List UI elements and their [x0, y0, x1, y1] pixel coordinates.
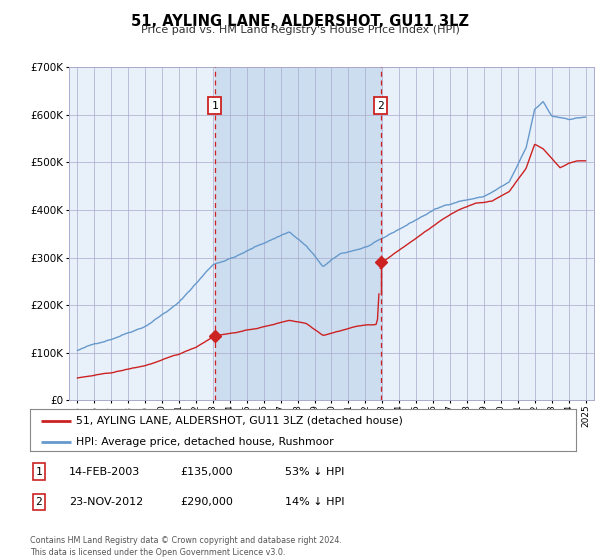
Text: £135,000: £135,000: [180, 466, 233, 477]
Text: 23-NOV-2012: 23-NOV-2012: [69, 497, 143, 507]
Text: 14-FEB-2003: 14-FEB-2003: [69, 466, 140, 477]
Text: 2: 2: [377, 100, 384, 110]
Text: 14% ↓ HPI: 14% ↓ HPI: [285, 497, 344, 507]
Text: Price paid vs. HM Land Registry's House Price Index (HPI): Price paid vs. HM Land Registry's House …: [140, 25, 460, 35]
Text: 53% ↓ HPI: 53% ↓ HPI: [285, 466, 344, 477]
Text: £290,000: £290,000: [180, 497, 233, 507]
Text: Contains HM Land Registry data © Crown copyright and database right 2024.
This d: Contains HM Land Registry data © Crown c…: [30, 536, 342, 557]
Text: 1: 1: [35, 466, 43, 477]
Text: 51, AYLING LANE, ALDERSHOT, GU11 3LZ: 51, AYLING LANE, ALDERSHOT, GU11 3LZ: [131, 14, 469, 29]
Bar: [215, 67, 380, 400]
Text: HPI: Average price, detached house, Rushmoor: HPI: Average price, detached house, Rush…: [76, 437, 334, 446]
Text: 1: 1: [212, 100, 218, 110]
Text: 2: 2: [35, 497, 43, 507]
Text: 51, AYLING LANE, ALDERSHOT, GU11 3LZ (detached house): 51, AYLING LANE, ALDERSHOT, GU11 3LZ (de…: [76, 416, 403, 426]
